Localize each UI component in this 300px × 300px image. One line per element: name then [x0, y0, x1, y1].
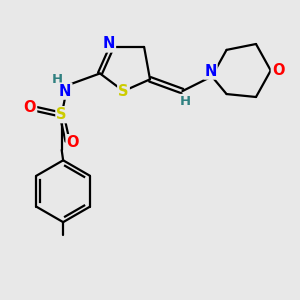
Text: H: H [180, 95, 191, 108]
Text: S: S [118, 84, 129, 99]
Text: S: S [56, 107, 67, 122]
Text: N: N [204, 64, 217, 79]
Text: H: H [52, 74, 63, 86]
Text: N: N [103, 37, 115, 52]
Text: N: N [59, 84, 71, 99]
Text: O: O [67, 135, 79, 150]
Text: O: O [24, 100, 36, 115]
Text: O: O [272, 63, 284, 78]
